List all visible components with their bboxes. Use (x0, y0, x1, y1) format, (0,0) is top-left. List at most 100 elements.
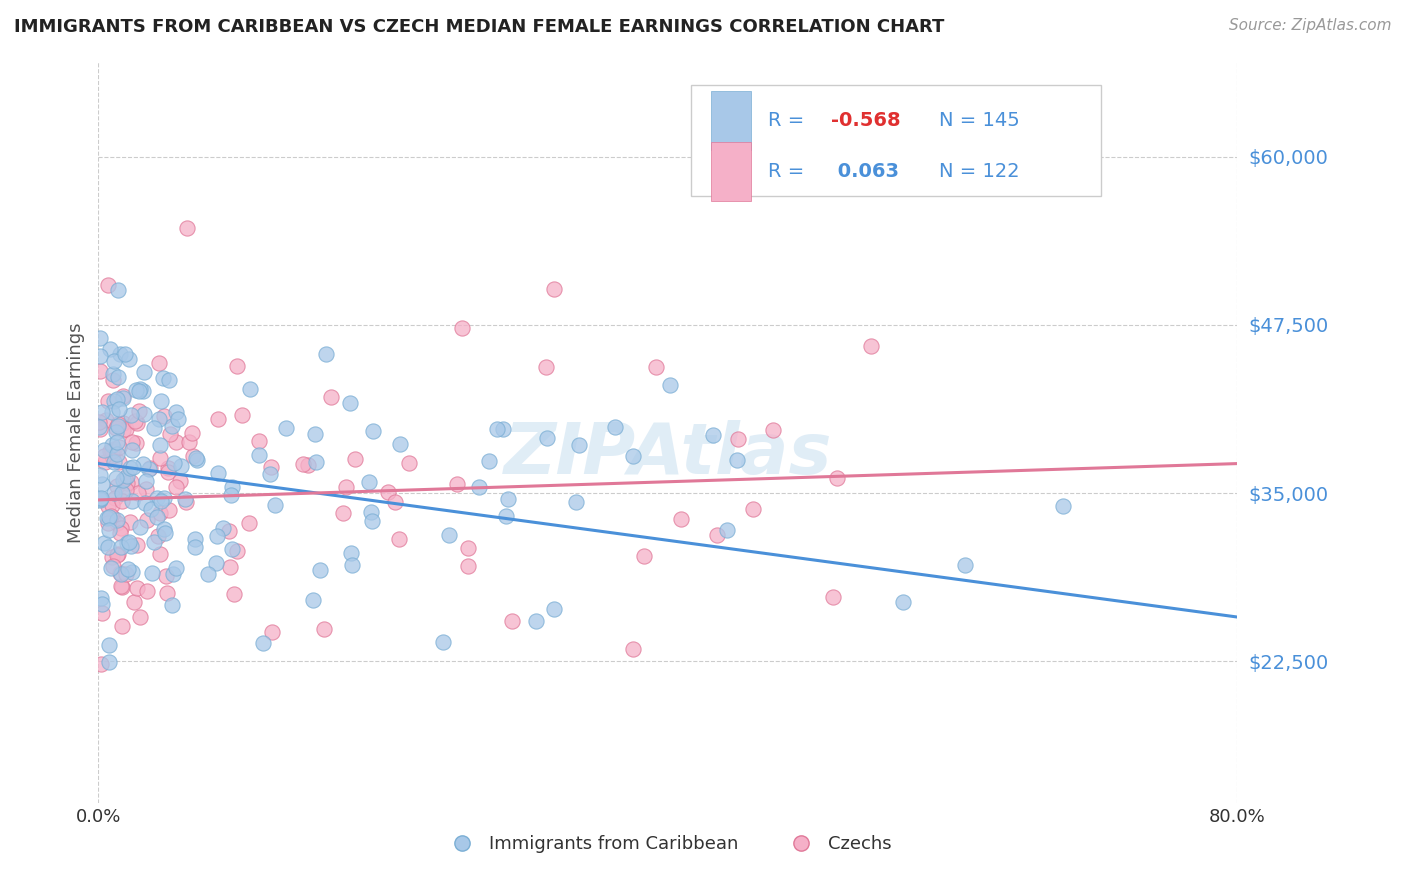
Point (125, 538, 148, 552)
Point (114, 347, 136, 361)
Point (304, 427, 326, 442)
Point (87, 415, 110, 429)
Point (238, 382, 260, 396)
Point (568, 438, 591, 452)
Point (111, 486, 134, 500)
Point (118, 515, 141, 529)
Point (128, 384, 150, 398)
Text: N = 145: N = 145 (939, 111, 1019, 129)
Point (104, 421, 127, 435)
Point (134, 365, 156, 379)
Point (101, 405, 124, 419)
Point (432, 635, 454, 649)
Point (105, 479, 128, 493)
Point (536, 431, 558, 445)
Point (125, 383, 148, 397)
Point (128, 520, 150, 534)
Point (136, 583, 159, 598)
Point (101, 549, 124, 564)
Point (139, 501, 162, 516)
Point (174, 491, 197, 506)
Point (101, 444, 124, 458)
Point (139, 461, 162, 475)
Point (91, 606, 114, 620)
Point (89, 421, 111, 435)
Point (105, 435, 128, 450)
Point (91, 405, 114, 419)
Point (603, 420, 626, 434)
Point (360, 514, 382, 528)
Point (716, 523, 738, 537)
Point (98, 444, 121, 458)
Point (90, 657, 112, 671)
Point (825, 471, 848, 485)
Point (97, 516, 120, 530)
Point (357, 475, 380, 490)
Point (93, 443, 115, 458)
Point (762, 424, 785, 438)
Point (115, 475, 138, 490)
Point (166, 405, 188, 419)
Point (179, 434, 201, 449)
Point (302, 593, 325, 607)
Point (741, 502, 763, 516)
Point (136, 513, 159, 527)
Point (160, 598, 183, 612)
Point (153, 522, 176, 536)
Point (492, 422, 515, 436)
Point (207, 412, 229, 426)
Point (101, 373, 124, 387)
Point (157, 372, 180, 386)
Point (437, 528, 460, 542)
Point (205, 529, 228, 543)
Point (468, 480, 491, 494)
Point (104, 491, 127, 505)
Point (97, 540, 120, 554)
Point (134, 495, 156, 509)
Point (149, 438, 172, 452)
Point (260, 460, 283, 475)
Point (344, 451, 367, 466)
FancyBboxPatch shape (711, 142, 751, 201)
Point (101, 367, 124, 381)
Point (100, 509, 122, 524)
Point (205, 556, 228, 570)
Point (153, 491, 176, 505)
Point (115, 483, 138, 498)
Text: N = 122: N = 122 (939, 161, 1019, 181)
Point (231, 409, 253, 423)
Point (105, 548, 128, 562)
Point (117, 536, 139, 550)
Point (135, 474, 157, 488)
Point (127, 486, 149, 500)
Point (146, 491, 169, 505)
Point (264, 498, 287, 512)
Point (155, 569, 177, 583)
Point (90, 491, 112, 505)
Point (725, 453, 748, 467)
Point (291, 457, 314, 471)
Point (115, 566, 138, 581)
Point (260, 624, 283, 639)
Point (98, 523, 121, 537)
Point (398, 456, 420, 470)
Point (132, 407, 155, 421)
Point (143, 535, 166, 549)
Point (110, 521, 132, 535)
Point (332, 506, 354, 520)
Point (644, 359, 666, 374)
Point (163, 456, 186, 470)
Point (706, 528, 728, 542)
Point (111, 392, 134, 406)
Point (252, 636, 274, 650)
Point (100, 449, 122, 463)
Point (107, 283, 129, 297)
Point (496, 491, 519, 506)
Point (174, 495, 197, 509)
Point (165, 434, 187, 449)
Point (89, 493, 111, 508)
Point (121, 443, 143, 458)
Point (111, 423, 134, 437)
Point (238, 516, 260, 530)
Point (478, 453, 501, 467)
